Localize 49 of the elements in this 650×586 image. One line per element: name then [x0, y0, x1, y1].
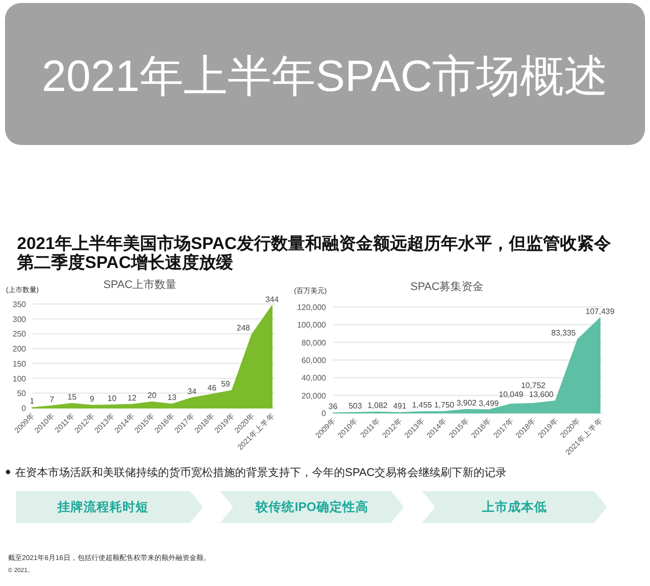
y-tick-label: 120,000: [297, 303, 327, 312]
data-label: 15: [68, 392, 77, 402]
data-label: 1,455: [412, 400, 433, 410]
data-label: 491: [393, 402, 407, 411]
y-tick-label: 100: [12, 374, 27, 384]
y-tick-label: 0: [22, 404, 27, 413]
y-tick-label: 60,000: [302, 356, 327, 365]
text: 在资本市场活跃和美联储持续的货币宽松措施的背景支持下，今年的SPAC交易将会继续刷下新的记录: [15, 466, 507, 479]
text: 上市成本低: [481, 499, 547, 514]
y-tick-label: 80,000: [302, 338, 327, 348]
y-tick-label: 350: [12, 300, 27, 309]
chart-title: SPAC募集资金: [410, 280, 484, 293]
data-label: 20: [148, 391, 157, 400]
data-label: 59: [221, 379, 231, 388]
data-label: 12: [128, 393, 137, 402]
y-tick-label: 200: [12, 344, 27, 354]
data-label: 34: [188, 386, 197, 396]
data-label: 10: [108, 394, 117, 404]
data-label: 344: [265, 294, 280, 304]
y-tick-label: 100,000: [297, 320, 327, 330]
data-label: 13: [168, 393, 177, 402]
data-label: 503: [348, 402, 362, 411]
text: 挂牌流程耗时短: [56, 499, 148, 514]
data-label: 1: [30, 396, 35, 406]
data-label: 3,902: [456, 398, 478, 408]
y-tick-label: 300: [12, 314, 27, 324]
data-label: 10,752: [521, 380, 546, 390]
data-label: 9: [90, 394, 95, 404]
data-label: 10,049: [498, 390, 524, 399]
y-tick-label: 0: [322, 409, 327, 418]
y-tick-label: 20,000: [302, 391, 327, 400]
y-tick-label: 50: [17, 389, 27, 398]
text: 2021年上半年SPAC市场概述: [42, 52, 608, 101]
data-label: 107,439: [586, 307, 616, 316]
data-label: 3,499: [478, 398, 500, 408]
y-tick-label: 250: [12, 330, 27, 339]
data-label: 13,600: [529, 390, 554, 399]
text: 2021年上半年美国市场SPAC发行数量和融资金额远超历年水平，但监管收紧令第二季度SPAC增长速度放缓: [16, 234, 611, 272]
data-label: 1,082: [367, 401, 388, 410]
y-tick-label: 40,000: [302, 374, 327, 383]
data-label: 83,335: [551, 328, 576, 338]
data-label: 1,750: [434, 400, 455, 410]
data-label: 36: [328, 402, 338, 411]
y-tick-label: 150: [12, 359, 27, 368]
data-label: 7: [50, 394, 55, 404]
chart-title: SPAC上市数量: [103, 278, 177, 291]
data-label: 46: [208, 383, 217, 392]
data-label: 248: [236, 323, 251, 332]
text: 较传统IPO确定性高: [254, 499, 368, 514]
